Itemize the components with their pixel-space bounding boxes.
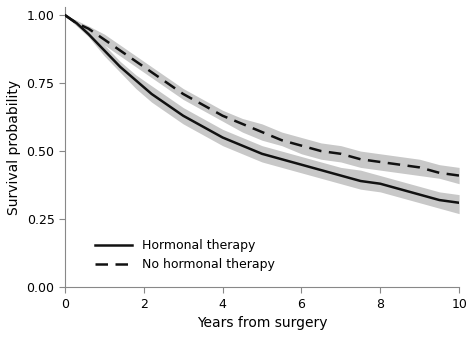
No hormonal therapy — [437, 171, 442, 175]
Hormonal therapy — [259, 152, 265, 156]
Hormonal therapy — [299, 163, 304, 167]
No hormonal therapy — [279, 138, 284, 142]
No hormonal therapy — [149, 70, 155, 74]
No hormonal therapy — [220, 114, 226, 118]
Hormonal therapy — [319, 168, 324, 172]
Line: Hormonal therapy: Hormonal therapy — [65, 15, 459, 203]
Hormonal therapy — [358, 179, 364, 183]
Hormonal therapy — [62, 13, 68, 17]
Hormonal therapy — [239, 144, 245, 148]
Hormonal therapy — [180, 114, 186, 118]
Hormonal therapy — [377, 182, 383, 186]
No hormonal therapy — [200, 103, 206, 107]
Legend: Hormonal therapy, No hormonal therapy: Hormonal therapy, No hormonal therapy — [91, 236, 279, 275]
No hormonal therapy — [133, 59, 139, 63]
Hormonal therapy — [456, 201, 462, 205]
Hormonal therapy — [164, 103, 170, 107]
Hormonal therapy — [417, 192, 422, 196]
No hormonal therapy — [417, 165, 422, 170]
No hormonal therapy — [117, 49, 123, 53]
Hormonal therapy — [117, 65, 123, 69]
No hormonal therapy — [358, 157, 364, 161]
Y-axis label: Survival probability: Survival probability — [7, 80, 21, 215]
No hormonal therapy — [180, 92, 186, 96]
No hormonal therapy — [319, 149, 324, 153]
Hormonal therapy — [279, 157, 284, 161]
Hormonal therapy — [437, 198, 442, 202]
Hormonal therapy — [338, 174, 344, 178]
No hormonal therapy — [101, 37, 107, 41]
X-axis label: Years from surgery: Years from surgery — [197, 316, 327, 330]
No hormonal therapy — [239, 122, 245, 126]
Hormonal therapy — [86, 32, 91, 36]
No hormonal therapy — [397, 163, 403, 167]
No hormonal therapy — [62, 13, 68, 17]
Hormonal therapy — [101, 49, 107, 53]
No hormonal therapy — [86, 27, 91, 31]
Hormonal therapy — [74, 21, 80, 25]
Hormonal therapy — [133, 79, 139, 83]
Line: No hormonal therapy: No hormonal therapy — [65, 15, 459, 176]
No hormonal therapy — [338, 152, 344, 156]
No hormonal therapy — [74, 21, 80, 25]
No hormonal therapy — [299, 144, 304, 148]
Hormonal therapy — [220, 135, 226, 140]
Hormonal therapy — [149, 92, 155, 96]
No hormonal therapy — [259, 130, 265, 134]
Hormonal therapy — [200, 125, 206, 129]
No hormonal therapy — [456, 174, 462, 178]
Hormonal therapy — [397, 187, 403, 191]
No hormonal therapy — [164, 81, 170, 85]
No hormonal therapy — [377, 160, 383, 164]
